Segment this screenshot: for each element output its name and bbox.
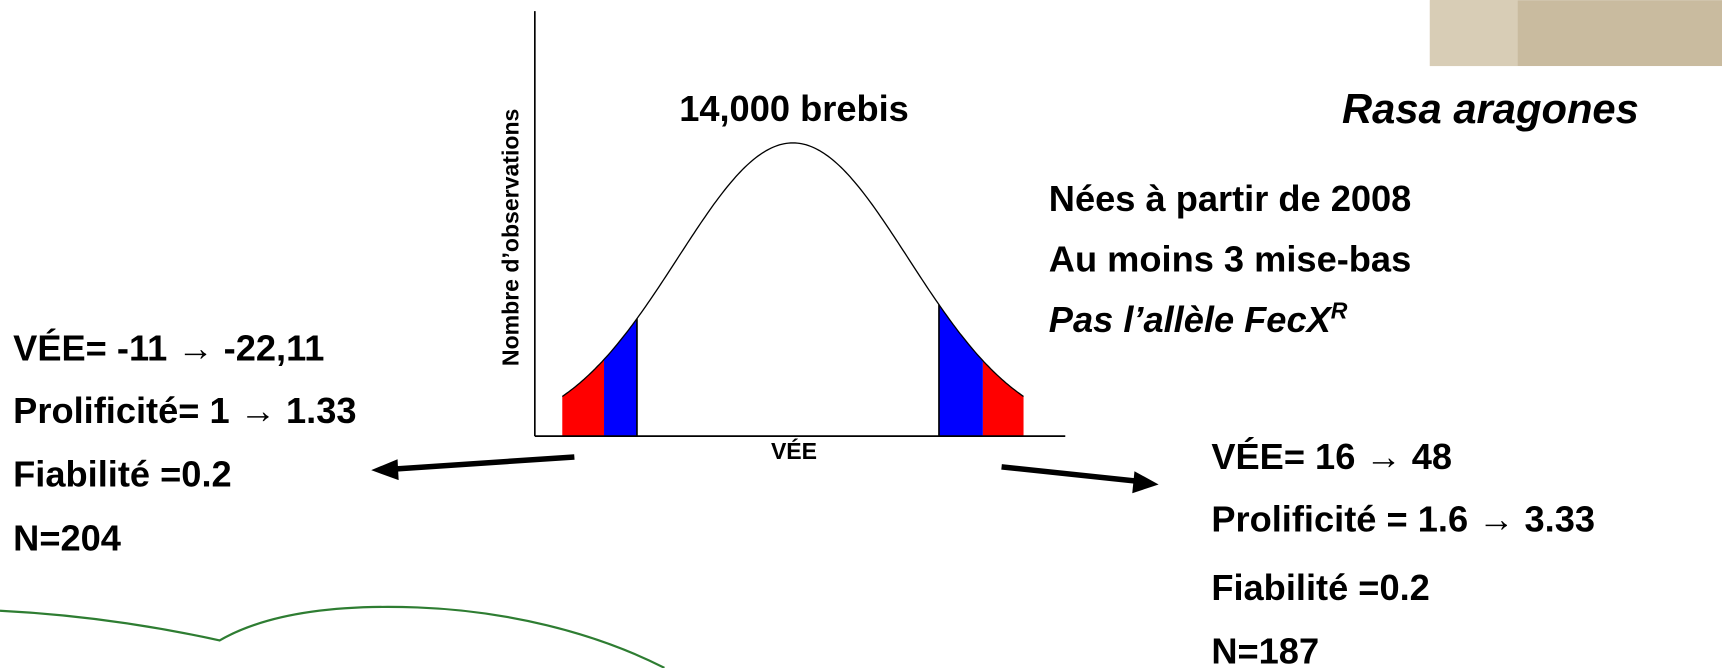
distribution <box>562 143 1023 436</box>
criterion-text: Pas l’allèle FecX <box>1049 299 1333 340</box>
arrowhead-right <box>1132 471 1158 493</box>
low-stat: Fiabilité =0.2 <box>13 454 232 495</box>
high-stat: VÉE= 16 → 48 <box>1211 436 1452 477</box>
high-tail-blue <box>939 305 983 436</box>
criterion: Pas l’allèle FecXR <box>1049 298 1348 340</box>
low-tail-blue <box>604 319 637 437</box>
high-stat: Prolificité = 1.6 → 3.33 <box>1211 499 1595 540</box>
low-tail-red <box>562 359 604 436</box>
low-stat: N=204 <box>13 517 121 558</box>
arrow-left <box>393 457 574 469</box>
criterion: Nées à partir de 2008 <box>1049 178 1412 219</box>
y-axis-label: Nombre d’observations <box>497 109 523 366</box>
population-label: 14,000 brebis <box>679 88 909 129</box>
sheep-photo-highlight <box>1430 0 1518 66</box>
slide: Nombre d’observations VÉE 14,000 brebis … <box>0 0 1722 668</box>
arrow-right <box>1002 467 1137 481</box>
low-stat: Prolificité= 1 → 1.33 <box>13 390 356 431</box>
high-stat: Fiabilité =0.2 <box>1211 567 1430 608</box>
decorative-curve <box>0 607 664 668</box>
criterion: Au moins 3 mise-bas <box>1049 238 1411 279</box>
criterion-superscript: R <box>1331 298 1348 324</box>
x-axis-label: VÉE <box>771 437 817 464</box>
arrowhead-left <box>371 459 398 480</box>
high-tail-red <box>983 361 1024 436</box>
page: { "chart": { "y_axis_label": "Nombre d’o… <box>0 0 1722 668</box>
high-stat: N=187 <box>1211 630 1319 668</box>
low-stat: VÉE= -11 → -22,11 <box>13 327 324 368</box>
breed-name: Rasa aragones <box>1342 85 1639 132</box>
